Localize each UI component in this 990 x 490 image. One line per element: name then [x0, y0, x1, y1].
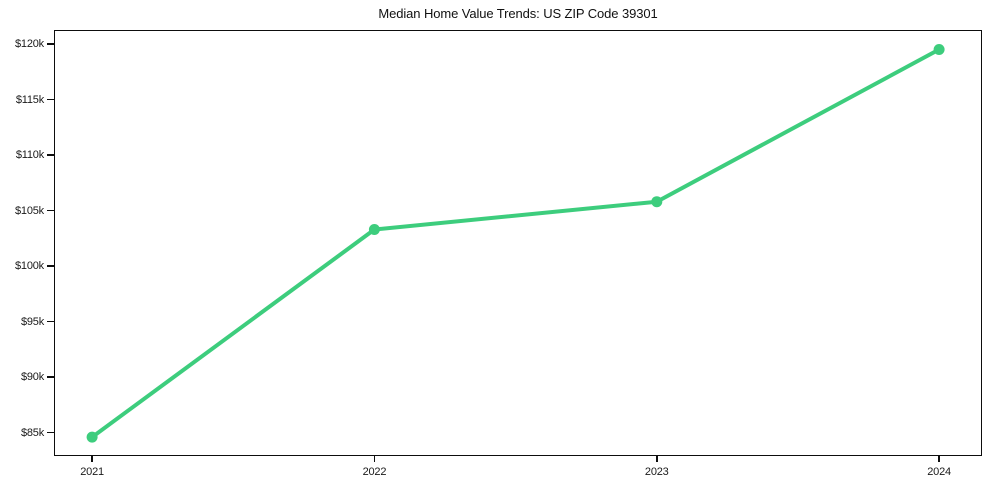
y-tick-mark [47, 320, 54, 323]
y-tick-mark [47, 209, 54, 212]
plot-area [54, 30, 982, 456]
x-tick-label: 2022 [362, 466, 387, 478]
x-tick-label: 2024 [927, 466, 951, 478]
y-tick-label: $120k [15, 37, 44, 50]
y-tick-label: $115k [15, 93, 44, 106]
x-tick-label: 2023 [644, 466, 669, 478]
data-point-marker [651, 196, 663, 208]
data-point-marker [933, 44, 945, 55]
y-tick-mark [47, 376, 54, 378]
trend-line [90, 47, 942, 440]
y-tick-mark [47, 43, 54, 45]
y-tick-label: $85k [20, 426, 44, 439]
y-tick-label: $105k [15, 204, 44, 217]
chart-title: Median Home Value Trends: US ZIP Code 39… [378, 6, 658, 21]
y-tick-mark [47, 98, 54, 101]
x-tick-mark [373, 456, 376, 462]
y-tick-mark [47, 154, 54, 156]
y-tick-label: $95k [20, 315, 44, 328]
y-tick-label: $110k [15, 149, 44, 162]
y-tick-label: $90k [20, 371, 44, 384]
x-tick-label: 2021 [80, 466, 104, 478]
data-point-marker [86, 431, 98, 443]
x-tick-mark [938, 456, 940, 462]
y-tick-mark [47, 265, 54, 267]
x-tick-mark [91, 456, 93, 462]
data-point-marker [368, 224, 380, 235]
x-tick-mark [655, 456, 658, 462]
y-tick-label: $100k [15, 260, 44, 273]
line-chart [86, 44, 945, 443]
y-tick-mark [47, 431, 54, 434]
